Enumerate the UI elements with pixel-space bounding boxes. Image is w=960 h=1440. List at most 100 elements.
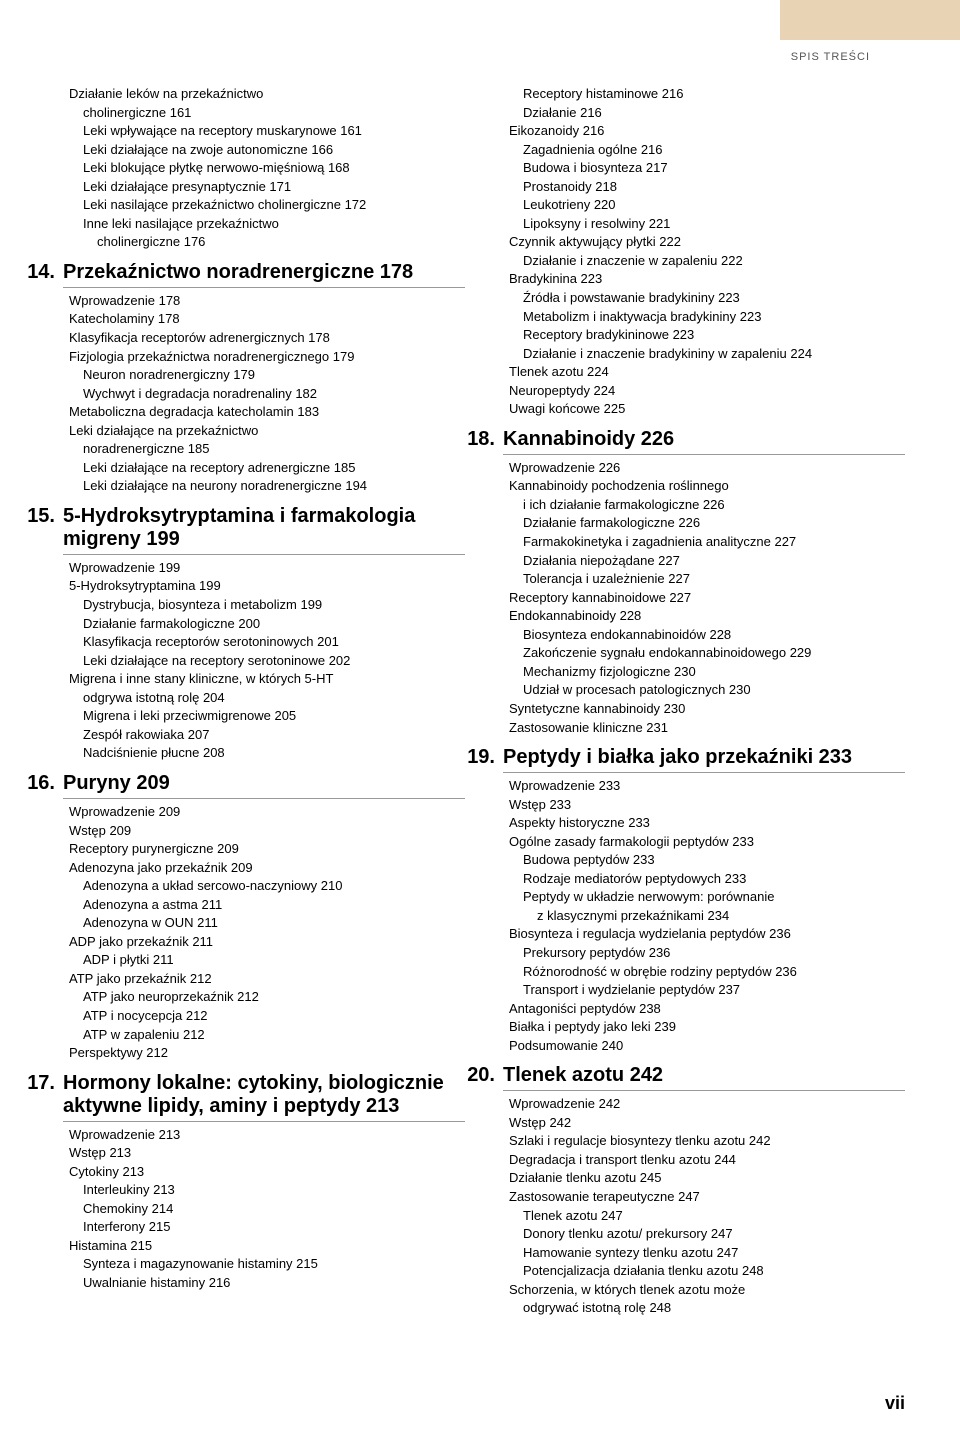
toc-entry: Białka i peptydy jako leki 239 (495, 1018, 905, 1036)
chapter-number: 14. (27, 259, 55, 286)
chapter-number: 20. (467, 1062, 495, 1089)
toc-entry: Wprowadzenie 213 (55, 1126, 465, 1144)
toc-entry: Tolerancja i uzależnienie 227 (495, 570, 905, 588)
toc-entry: Donory tlenku azotu/ prekursory 247 (495, 1225, 905, 1243)
toc-entry: Podsumowanie 240 (495, 1037, 905, 1055)
chapter-number: 19. (467, 744, 495, 771)
chapter-title: 5-Hydroksytryptamina i farmakologia migr… (63, 505, 465, 555)
toc-entry: i ich działanie farmakologiczne 226 (495, 496, 905, 514)
toc-entry: Syntetyczne kannabinoidy 230 (495, 700, 905, 718)
chapter-number: 18. (467, 426, 495, 453)
toc-entry: cholinergiczne 161 (55, 104, 465, 122)
toc-entry: Leki działające na przekaźnictwo (55, 422, 465, 440)
toc-entry: Działanie farmakologiczne 226 (495, 514, 905, 532)
toc-entry: Hamowanie syntezy tlenku azotu 247 (495, 1244, 905, 1262)
toc-entry: Eikozanoidy 216 (495, 122, 905, 140)
toc-entry: Wprowadzenie 233 (495, 777, 905, 795)
toc-entry: Budowa peptydów 233 (495, 851, 905, 869)
toc-entry: Uwalnianie histaminy 216 (55, 1274, 465, 1292)
toc-entry: Wstęp 242 (495, 1114, 905, 1132)
toc-entry: 5-Hydroksytryptamina 199 (55, 577, 465, 595)
toc-entry: cholinergiczne 176 (55, 233, 465, 251)
chapter-number: 15. (27, 503, 55, 530)
toc-entry: Działanie 216 (495, 104, 905, 122)
toc-entry: Metabolizm i inaktywacja bradykininy 223 (495, 308, 905, 326)
toc-entry: Wstęp 233 (495, 796, 905, 814)
toc-entry: ATP jako przekaźnik 212 (55, 970, 465, 988)
toc-entry: Biosynteza i regulacja wydzielania pepty… (495, 925, 905, 943)
toc-entry: Interleukiny 213 (55, 1181, 465, 1199)
toc-entry: Leki działające presynaptycznie 171 (55, 178, 465, 196)
toc-entry: Neuron noradrenergiczny 179 (55, 366, 465, 384)
chapter-heading: 18. Kannabinoidy 226 (495, 426, 905, 455)
toc-entry: Czynnik aktywujący płytki 222 (495, 233, 905, 251)
chapter-heading: 20. Tlenek azotu 242 (495, 1062, 905, 1091)
toc-entry: Peptydy w układzie nerwowym: porównanie (495, 888, 905, 906)
toc-entry: Leukotrieny 220 (495, 196, 905, 214)
toc-entry: Uwagi końcowe 225 (495, 400, 905, 418)
toc-entry: Transport i wydzielanie peptydów 237 (495, 981, 905, 999)
toc-entry: Cytokiny 213 (55, 1163, 465, 1181)
toc-entry: Bradykinina 223 (495, 270, 905, 288)
toc-entry: Wprowadzenie 199 (55, 559, 465, 577)
toc-entry: Receptory histaminowe 216 (495, 85, 905, 103)
toc-entry: Zastosowanie terapeutyczne 247 (495, 1188, 905, 1206)
toc-entry: Endokannabinoidy 228 (495, 607, 905, 625)
toc-entry: Adenozyna a astma 211 (55, 896, 465, 914)
toc-entry: Kannabinoidy pochodzenia roślinnego (495, 477, 905, 495)
toc-entry: Wprowadzenie 242 (495, 1095, 905, 1113)
toc-entry: odgrywa istotną rolę 204 (55, 689, 465, 707)
toc-entry: Receptory purynergiczne 209 (55, 840, 465, 858)
toc-entry: Zakończenie sygnału endokannabinoidowego… (495, 644, 905, 662)
toc-entry: ATP jako neuroprzekaźnik 212 (55, 988, 465, 1006)
toc-entry: Zagadnienia ogólne 216 (495, 141, 905, 159)
toc-entry: Działanie tlenku azotu 245 (495, 1169, 905, 1187)
chapter-heading: 19. Peptydy i białka jako przekaźniki 23… (495, 744, 905, 773)
toc-entry: Migrena i leki przeciwmigrenowe 205 (55, 707, 465, 725)
toc-entry: Leki nasilające przekaźnictwo cholinergi… (55, 196, 465, 214)
toc-entry: Wprowadzenie 226 (495, 459, 905, 477)
chapter-heading: 17. Hormony lokalne: cytokiny, biologicz… (55, 1070, 465, 1122)
right-column: Receptory histaminowe 216 Działanie 216 … (495, 85, 905, 1318)
toc-entry: Wstęp 209 (55, 822, 465, 840)
toc-entry: Receptory kannabinoidowe 227 (495, 589, 905, 607)
toc-entry: odgrywać istotną rolę 248 (495, 1299, 905, 1317)
toc-entry: ADP jako przekaźnik 211 (55, 933, 465, 951)
toc-entry: Zespół rakowiaka 207 (55, 726, 465, 744)
left-column: Działanie leków na przekaźnictwo choline… (55, 85, 465, 1318)
chapter-heading: 15. 5-Hydroksytryptamina i farmakologia … (55, 503, 465, 555)
chapter-heading: 14. Przekaźnictwo noradrenergiczne 178 (55, 259, 465, 288)
toc-entry: Aspekty historyczne 233 (495, 814, 905, 832)
toc-entry: Adenozyna w OUN 211 (55, 914, 465, 932)
toc-entry: Rodzaje mediatorów peptydowych 233 (495, 870, 905, 888)
toc-entry: Wychwyt i degradacja noradrenaliny 182 (55, 385, 465, 403)
chapter-number: 16. (27, 770, 55, 797)
chapter-title: Hormony lokalne: cytokiny, biologicznie … (63, 1072, 465, 1122)
page-number: vii (885, 1391, 905, 1415)
toc-entry: Klasyfikacja receptorów serotoninowych 2… (55, 633, 465, 651)
toc-entry: Tlenek azotu 247 (495, 1207, 905, 1225)
toc-content: Działanie leków na przekaźnictwo choline… (55, 85, 905, 1318)
toc-entry: Leki działające na zwoje autonomiczne 16… (55, 141, 465, 159)
toc-entry: Klasyfikacja receptorów adrenergicznych … (55, 329, 465, 347)
toc-entry: Metaboliczna degradacja katecholamin 183 (55, 403, 465, 421)
toc-entry: Neuropeptydy 224 (495, 382, 905, 400)
toc-entry: Histamina 215 (55, 1237, 465, 1255)
chapter-number: 17. (27, 1070, 55, 1097)
toc-entry: Szlaki i regulacje biosyntezy tlenku azo… (495, 1132, 905, 1150)
toc-entry: Leki wpływające na receptory muskarynowe… (55, 122, 465, 140)
toc-entry: Różnorodność w obrębie rodziny peptydów … (495, 963, 905, 981)
toc-entry: ATP w zapaleniu 212 (55, 1026, 465, 1044)
chapter-title: Tlenek azotu 242 (503, 1064, 905, 1091)
chapter-title: Peptydy i białka jako przekaźniki 233 (503, 746, 905, 773)
toc-entry: Interferony 215 (55, 1218, 465, 1236)
toc-entry: Zastosowanie kliniczne 231 (495, 719, 905, 737)
toc-entry: Działania niepożądane 227 (495, 552, 905, 570)
toc-entry: Chemokiny 214 (55, 1200, 465, 1218)
toc-entry: noradrenergiczne 185 (55, 440, 465, 458)
toc-entry: Synteza i magazynowanie histaminy 215 (55, 1255, 465, 1273)
toc-entry: Działanie i znaczenie bradykininy w zapa… (495, 345, 905, 363)
toc-entry: ADP i płytki 211 (55, 951, 465, 969)
toc-entry: Leki blokujące płytkę nerwowo-mięśniową … (55, 159, 465, 177)
toc-entry: Działanie leków na przekaźnictwo (55, 85, 465, 103)
